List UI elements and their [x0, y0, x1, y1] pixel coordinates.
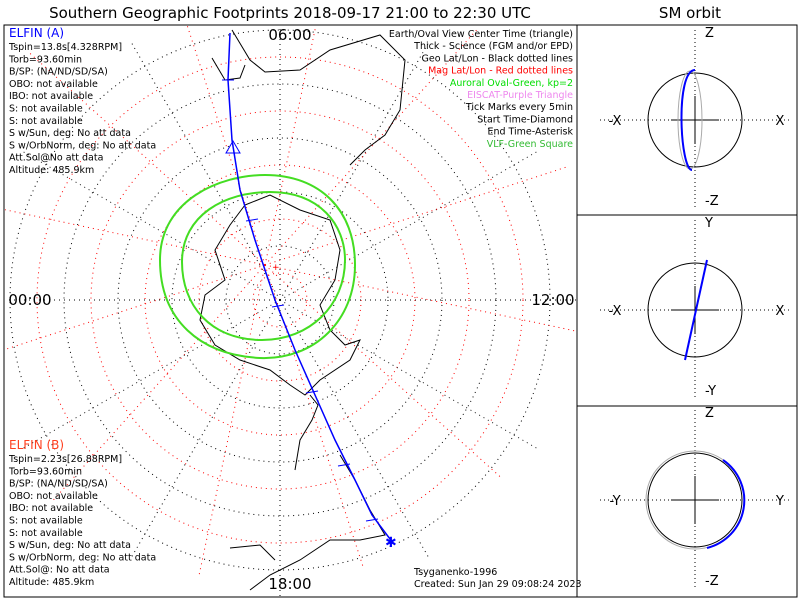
axis-label-left: -X — [609, 114, 622, 129]
info-line: Att.Sol@No att data — [9, 153, 103, 164]
polar-map: ✱ + — [5, 26, 577, 597]
elfin-a-track — [227, 32, 394, 544]
info-line: B/SP: (NA/ND/SD/SA) — [9, 67, 108, 78]
axis-label-left: -Y — [609, 494, 620, 509]
elfin-a-info: ELFIN (A) Tspin=13.8s[4.328RPM]Torb=93.6… — [8, 26, 156, 176]
info-line: Tspin=2.23s[26.88RPM] — [8, 454, 122, 465]
mag-longitude-line — [5, 209, 266, 266]
axis-label-top: Z — [705, 406, 714, 421]
time-label-top: 06:00 — [268, 26, 311, 44]
auroral-oval — [158, 173, 357, 360]
orbit-panel: Z -Z -Y Y — [600, 406, 790, 590]
legend-item: End Time-Asterisk — [487, 127, 573, 138]
mag-longitude-line — [50, 264, 266, 504]
mag-longitude-line — [264, 165, 570, 266]
legend-item: Start Time-Diamond — [477, 114, 573, 125]
longitude-line — [19, 149, 281, 301]
longitude-line — [19, 299, 281, 451]
legend-item: EISCAT-Purple Triangle — [467, 90, 573, 101]
mag-longitude-line — [186, 26, 266, 266]
info-line: S: not available — [9, 104, 83, 115]
info-line: S w/OrbNorm, deg: No att data — [9, 552, 156, 563]
mag-pole-marker: + — [272, 263, 280, 273]
info-line: Torb=93.60min — [8, 54, 82, 65]
orbit-panel: Z -Z -X X — [600, 26, 790, 210]
time-label-right: 12:00 — [531, 291, 574, 309]
axis-label-bottom: -Z — [705, 194, 719, 209]
info-line: Tspin=13.8s[4.328RPM] — [8, 42, 122, 53]
earth-circle — [647, 262, 743, 358]
info-line: Altitude: 485.9km — [9, 165, 94, 176]
orbit-frame — [576, 24, 798, 598]
mag-longitude-line — [5, 264, 266, 351]
view-center-triangle — [225, 140, 241, 154]
latitude-circle — [90, 110, 470, 490]
info-line: OBO: not available — [9, 491, 98, 502]
mag-longitude-line — [197, 264, 266, 579]
axis-label-top: Z — [705, 26, 714, 41]
longitude-line — [129, 39, 281, 301]
mag-longitude-line — [264, 264, 577, 332]
elfin-a-name: ELFIN (A) — [9, 26, 64, 40]
created-timestamp: Created: Sun Jan 29 09:08:24 2023 — [414, 579, 582, 590]
end-time-asterisk-icon: ✱ — [385, 535, 397, 551]
info-line: OBO: not available — [9, 79, 98, 90]
mag-longitude-line — [264, 264, 365, 570]
elfin-b-name: ELFIN (B) — [9, 438, 64, 452]
track-tick-marks — [222, 79, 379, 522]
sm-orbit-panels: Z -Z -X X Y -Y -X X Z -Z -Y Y — [600, 26, 790, 590]
info-line: S w/OrbNorm, deg: No att data — [9, 140, 156, 151]
axis-label-right: X — [776, 114, 785, 129]
longitude-line — [279, 39, 431, 301]
legend-item: Geo Lat/Lon - Black dotted lines — [421, 53, 573, 64]
elfin-b-info: ELFIN (B) Tspin=2.23s[26.88RPM]Torb=93.6… — [8, 438, 156, 588]
legend-item: Thick - Science (FGM and/or EPD) — [413, 41, 573, 52]
info-line: Altitude: 485.9km — [9, 577, 94, 588]
model-credit: Tsyganenko-1996 — [413, 567, 497, 578]
axis-label-bottom: -Z — [705, 574, 719, 589]
orbit-panel: Y -Y -X X — [600, 216, 790, 400]
axis-label-right: X — [776, 304, 785, 319]
axis-label-left: -X — [609, 304, 622, 319]
info-line: S w/Sun, deg: No att data — [9, 540, 131, 551]
info-line: Att.Sol@: No att data — [9, 565, 110, 576]
info-line: IBO: not available — [9, 503, 93, 514]
legend-item: Tick Marks every 5min — [465, 102, 573, 113]
orbit-title: SM orbit — [659, 4, 721, 22]
legend: Earth/Oval View Center Time (triangle)Th… — [389, 29, 574, 150]
axis-label-top: Y — [704, 216, 713, 231]
time-label-left: 00:00 — [8, 291, 51, 309]
info-line: Torb=93.60min — [8, 466, 82, 477]
longitude-line — [279, 299, 431, 561]
info-line: S w/Sun, deg: No att data — [9, 128, 131, 139]
time-label-bottom: 18:00 — [268, 575, 311, 593]
legend-item: VLF-Green Square — [487, 139, 573, 150]
info-line: S: not available — [9, 516, 83, 527]
latitude-circle — [117, 137, 443, 463]
longitude-line — [129, 299, 281, 561]
mag-longitude-line — [264, 26, 317, 266]
info-line: IBO: not available — [9, 91, 93, 102]
latitude-circle — [36, 56, 524, 544]
legend-item: Mag Lat/Lon - Red dotted lines — [428, 66, 573, 77]
plot-title: Southern Geographic Footprints 2018-09-1… — [49, 4, 531, 22]
info-line: B/SP: (NA/ND/SD/SA) — [9, 479, 108, 490]
longitude-line — [279, 149, 541, 301]
axis-label-bottom: -Y — [705, 384, 716, 399]
axis-label-right: Y — [775, 494, 784, 509]
longitude-line — [279, 299, 541, 451]
info-line: S: not available — [9, 528, 83, 539]
info-line: S: not available — [9, 116, 83, 127]
mag-longitude-line — [264, 264, 504, 480]
legend-item: Earth/Oval View Center Time (triangle) — [389, 29, 573, 40]
legend-item: Auroral Oval-Green, kp=2 — [450, 78, 573, 89]
earth-circle — [647, 452, 743, 548]
latitude-circle — [171, 191, 389, 409]
earth-circle — [647, 72, 743, 168]
latitude-circle — [252, 272, 308, 328]
